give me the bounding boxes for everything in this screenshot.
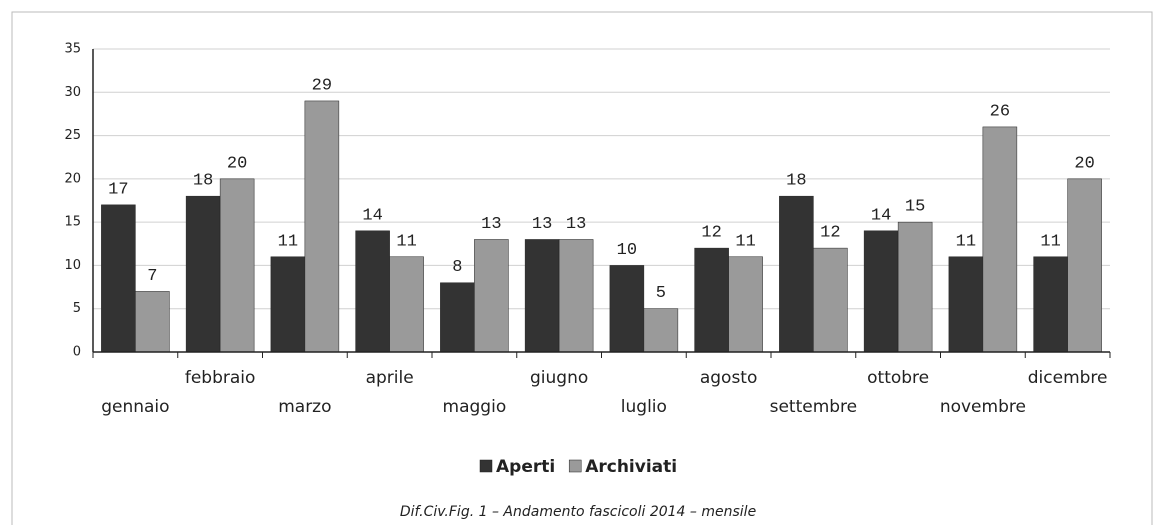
bar xyxy=(1033,256,1068,353)
x-tick-label: maggio xyxy=(443,397,507,417)
bar xyxy=(863,230,899,353)
data-label: 26 xyxy=(990,102,1010,121)
y-tick-label: 35 xyxy=(64,42,81,57)
legend-label: Archiviati xyxy=(585,457,677,477)
bar xyxy=(813,247,848,353)
y-tick-label: 30 xyxy=(64,85,81,100)
bar xyxy=(728,256,763,353)
x-tick-label: gennaio xyxy=(101,397,169,417)
x-tick-label: agosto xyxy=(700,368,758,388)
data-label: 14 xyxy=(362,206,382,225)
caption: Dif.Civ.Fig. 1 – Andamento fascicoli 201… xyxy=(400,504,756,520)
data-label: 11 xyxy=(956,232,976,251)
bar xyxy=(779,195,814,353)
bar xyxy=(982,126,1018,353)
x-tick-label: novembre xyxy=(940,397,1026,417)
y-tick-label: 5 xyxy=(73,301,81,316)
bar xyxy=(219,178,255,353)
data-label: 20 xyxy=(227,154,247,173)
bar xyxy=(389,256,424,353)
data-label: 15 xyxy=(905,198,925,217)
bar xyxy=(440,282,475,353)
data-label: 20 xyxy=(1074,154,1094,173)
data-label: 18 xyxy=(193,172,213,191)
y-tick-label: 15 xyxy=(64,215,81,230)
data-label: 29 xyxy=(312,76,332,95)
y-tick-label: 25 xyxy=(64,128,81,143)
x-tick-label: settembre xyxy=(770,397,858,417)
bar xyxy=(609,265,645,353)
data-label: 10 xyxy=(617,241,637,260)
data-label: 12 xyxy=(820,224,840,243)
bar xyxy=(185,195,221,353)
data-label: 13 xyxy=(532,215,552,234)
bar xyxy=(304,100,340,353)
x-tick-label: febbraio xyxy=(185,368,256,388)
data-label: 11 xyxy=(1040,232,1060,251)
frame xyxy=(11,11,1153,525)
y-tick-label: 0 xyxy=(73,345,81,360)
x-tick-label: marzo xyxy=(278,397,331,417)
bar xyxy=(270,256,306,353)
data-label: 12 xyxy=(701,224,721,243)
legend-label: Aperti xyxy=(496,457,555,477)
data-label: 17 xyxy=(108,180,128,199)
bar xyxy=(524,239,560,353)
data-label: 11 xyxy=(396,232,416,251)
data-label: 5 xyxy=(656,284,666,303)
bar xyxy=(474,239,509,353)
x-tick-label: aprile xyxy=(366,368,414,388)
bar xyxy=(355,230,390,353)
bar xyxy=(643,308,679,353)
x-tick-label: ottobre xyxy=(867,368,929,388)
y-tick-label: 10 xyxy=(64,258,81,273)
data-label: 11 xyxy=(735,232,755,251)
bar xyxy=(694,247,729,353)
data-label: 13 xyxy=(481,215,501,234)
bar xyxy=(948,256,984,353)
x-tick-label: giugno xyxy=(530,368,588,388)
bar xyxy=(1067,178,1102,353)
y-tick-label: 20 xyxy=(64,171,81,186)
data-label: 13 xyxy=(566,215,586,234)
bar xyxy=(558,239,594,353)
bar xyxy=(135,291,170,353)
data-label: 18 xyxy=(786,172,806,191)
legend-swatch xyxy=(568,459,582,473)
data-label: 8 xyxy=(452,258,462,277)
x-tick-label: luglio xyxy=(621,397,667,417)
legend-swatch xyxy=(479,459,493,473)
data-label: 14 xyxy=(871,206,891,225)
data-label: 7 xyxy=(147,267,157,286)
bar xyxy=(897,221,933,353)
data-label: 11 xyxy=(278,232,298,251)
x-tick-label: dicembre xyxy=(1028,368,1108,388)
bar xyxy=(101,204,136,353)
